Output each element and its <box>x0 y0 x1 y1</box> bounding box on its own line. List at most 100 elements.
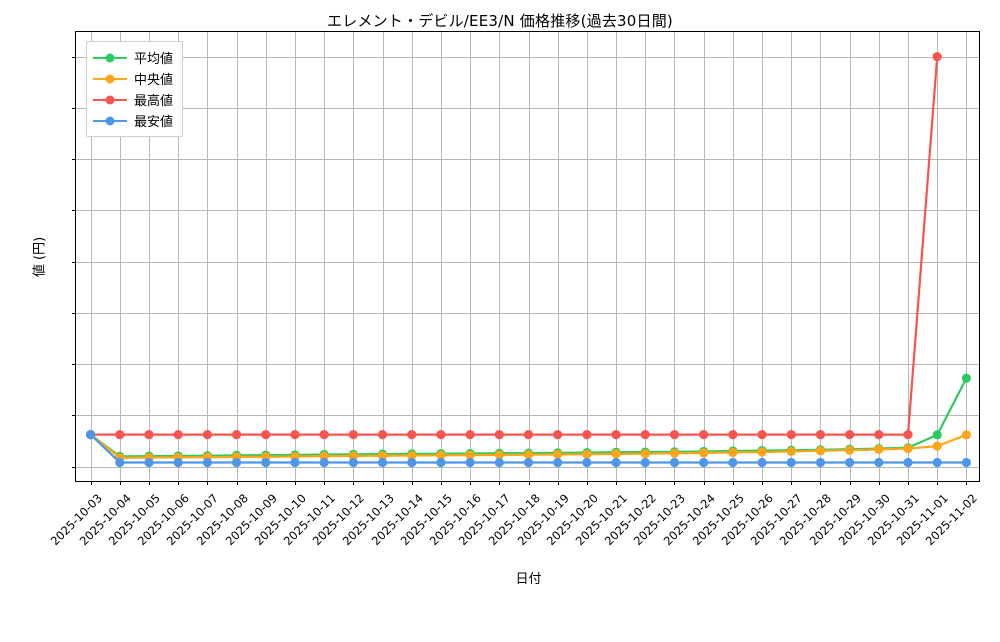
series-marker <box>144 430 154 440</box>
legend-item[interactable]: 最安値 <box>93 110 173 131</box>
x-tick-mark <box>236 481 238 485</box>
series-marker <box>874 457 884 468</box>
y-tick-mark <box>72 466 76 468</box>
x-tick-mark <box>499 481 501 485</box>
y-tick-mark <box>72 56 76 58</box>
series-marker <box>407 430 417 440</box>
series-marker <box>407 457 417 468</box>
series-line <box>89 377 968 458</box>
legend-label: 中央値 <box>134 73 174 88</box>
grid-line-vertical <box>382 32 384 481</box>
legend-dot <box>105 53 115 62</box>
y-tick-mark <box>72 159 76 161</box>
x-tick-mark <box>762 481 764 485</box>
series-marker <box>786 457 796 468</box>
series-marker <box>319 430 329 440</box>
grid-line-vertical <box>878 32 880 481</box>
series-marker <box>407 450 417 461</box>
series-marker <box>582 430 592 440</box>
grid-line-horizontal <box>76 415 979 417</box>
legend-swatch-icon <box>93 115 127 127</box>
legend-item[interactable]: 中央値 <box>93 68 173 89</box>
series-marker <box>961 457 972 468</box>
grid-line-vertical <box>265 32 267 481</box>
grid-line-vertical <box>791 32 793 481</box>
x-tick-mark <box>324 481 326 485</box>
series-marker <box>611 449 621 459</box>
series-marker <box>640 449 650 459</box>
series-marker <box>669 457 680 468</box>
series-marker <box>377 451 388 461</box>
x-tick-mark <box>265 481 267 485</box>
series-marker <box>290 457 300 468</box>
series-marker <box>961 430 972 440</box>
grid-line-horizontal <box>76 364 979 366</box>
legend-item[interactable]: 最高値 <box>93 89 173 110</box>
x-tick-mark <box>119 481 121 485</box>
series-marker <box>348 457 358 468</box>
y-tick-mark <box>72 107 76 109</box>
grid-line-vertical <box>440 32 442 481</box>
series-marker <box>815 446 826 456</box>
series-marker <box>611 430 621 440</box>
y-axis-label: 値 (円) <box>32 236 48 277</box>
legend-swatch-icon <box>93 73 127 85</box>
plot-area: 025050075010001250150017502000 2025-10-0… <box>33 31 980 587</box>
grid-line-vertical <box>324 32 326 481</box>
series-marker <box>757 457 767 468</box>
y-tick-mark <box>72 415 76 417</box>
x-tick-mark <box>557 481 559 485</box>
grid-line-vertical <box>294 32 296 481</box>
series-marker <box>699 430 709 440</box>
x-tick-mark <box>207 481 209 485</box>
series-marker <box>757 430 767 440</box>
chart-legend: 平均値中央値最高値最安値 <box>86 41 184 137</box>
series-marker <box>319 451 329 461</box>
grid-line-vertical <box>90 32 92 481</box>
x-tick-mark <box>937 481 939 485</box>
series-marker <box>202 457 212 468</box>
grid-line-vertical <box>470 32 472 481</box>
grid-line-vertical <box>849 32 851 481</box>
x-tick-mark <box>966 481 968 485</box>
series-marker <box>115 457 125 468</box>
y-tick-mark <box>72 261 76 263</box>
y-tick-mark <box>72 312 76 314</box>
series-marker <box>494 457 504 468</box>
grid-line-horizontal <box>76 466 979 468</box>
series-marker <box>932 430 942 440</box>
series-marker <box>932 52 942 62</box>
legend-dot <box>105 116 115 125</box>
x-tick-mark <box>732 481 734 485</box>
legend-dot <box>105 95 115 104</box>
series-marker <box>699 457 709 468</box>
series-marker <box>436 430 446 440</box>
legend-dot <box>105 74 115 83</box>
grid-line-vertical <box>148 32 150 481</box>
legend-label: 最安値 <box>134 115 174 130</box>
x-tick-mark <box>528 481 530 485</box>
legend-label: 最高値 <box>134 94 174 109</box>
series-marker <box>786 446 796 457</box>
grid-line-vertical <box>499 32 501 481</box>
series-marker <box>874 430 884 440</box>
series-marker <box>815 430 826 440</box>
x-tick-mark <box>674 481 676 485</box>
grid-line-horizontal <box>76 56 979 58</box>
grid-line-horizontal <box>76 107 979 109</box>
legend-item[interactable]: 平均値 <box>93 47 173 68</box>
x-tick-mark <box>382 481 384 485</box>
x-tick-mark <box>878 481 880 485</box>
series-marker <box>523 450 534 460</box>
series-marker <box>757 447 767 457</box>
series-marker <box>523 430 534 440</box>
series-marker <box>903 443 913 454</box>
x-tick-mark <box>440 481 442 485</box>
grid-line-vertical <box>937 32 939 481</box>
series-marker <box>815 457 826 468</box>
data-series-layer <box>86 52 972 468</box>
series-marker <box>553 430 563 440</box>
grid-line-horizontal <box>76 210 979 212</box>
series-marker <box>261 430 271 440</box>
grid-line-vertical <box>119 32 121 481</box>
